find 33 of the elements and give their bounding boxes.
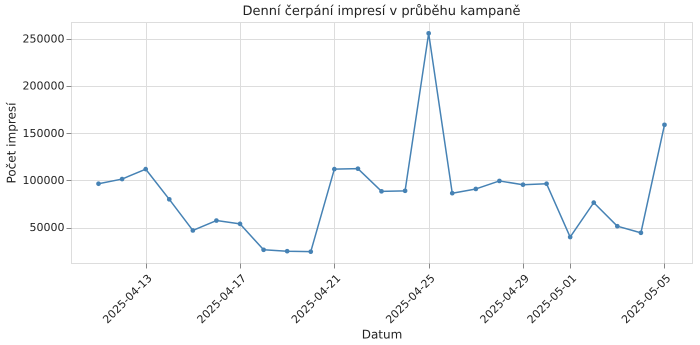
y-tick-label: 150000 [22, 126, 64, 140]
point [332, 166, 337, 172]
point [379, 188, 384, 194]
y-tick-label: 100000 [22, 174, 64, 187]
point [591, 200, 596, 205]
point [166, 196, 172, 202]
point [662, 122, 667, 128]
y-tick-label: 50000 [30, 221, 64, 234]
point [214, 218, 219, 223]
point [614, 224, 620, 229]
y-tick-label: 200000 [22, 80, 64, 93]
y-axis-title: Počet impresí [4, 102, 19, 184]
point [544, 181, 549, 186]
point [308, 249, 314, 254]
point [190, 228, 196, 233]
point [356, 166, 360, 172]
point [120, 176, 124, 182]
x-axis-title: Datum [362, 327, 402, 342]
point [238, 222, 242, 226]
chart-title: Denní čerpání impresí v průběhu kampaně [242, 3, 520, 19]
point [568, 234, 573, 240]
y-tick-label: 250000 [22, 32, 64, 46]
point [450, 190, 455, 196]
point [284, 248, 290, 254]
point [96, 181, 101, 186]
point [520, 182, 526, 188]
point [261, 247, 266, 252]
point [426, 30, 432, 36]
point [638, 230, 644, 236]
point [402, 188, 408, 194]
point [497, 178, 502, 184]
point [473, 186, 478, 192]
point [143, 166, 148, 172]
